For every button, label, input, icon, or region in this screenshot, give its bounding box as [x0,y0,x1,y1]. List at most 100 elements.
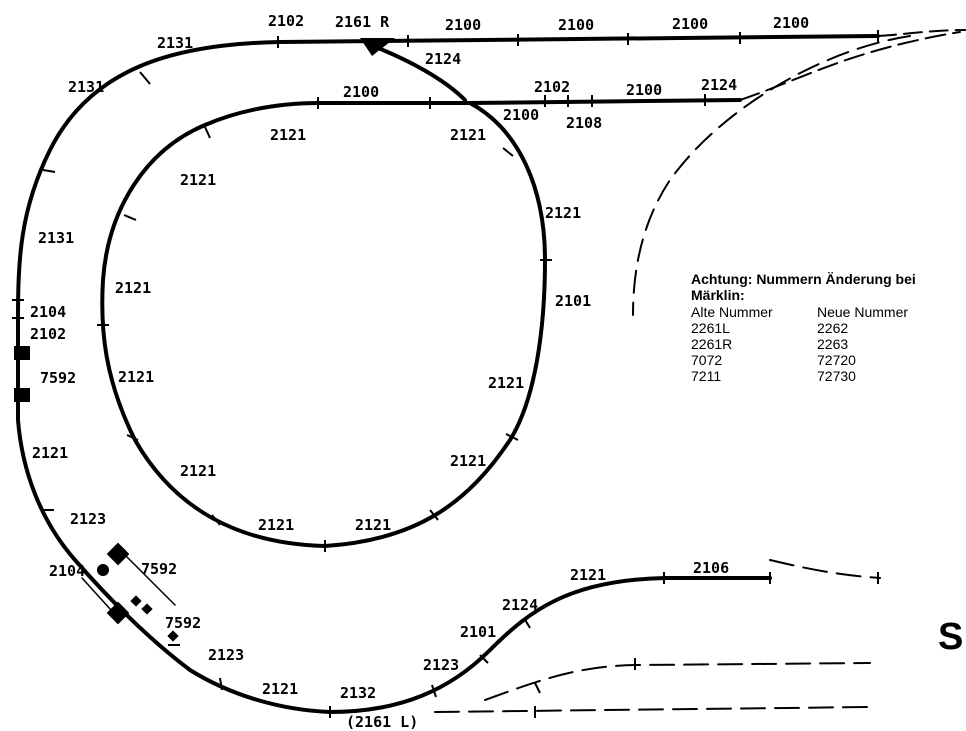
turnout-2104-marker [14,346,30,360]
track-part-label: 7592 [40,369,76,387]
signal-7592-b [106,601,130,625]
track-part-label: 2102 [30,325,66,343]
connecting-track-2124 [366,42,467,102]
track-part-label: 2124 [701,76,737,94]
track-part-label: 2121 [258,516,294,534]
track-part-label: 2121 [570,566,606,584]
joint [139,71,151,85]
joint [534,682,541,694]
track-part-label: 2100 [343,83,379,101]
track-part-label: 2131 [68,78,104,96]
table-row: 2261R 2263 [691,336,908,352]
old-number: 7211 [691,368,722,384]
upper-right-branch-2 [877,29,966,37]
lower-siding-2 [434,706,871,713]
signal-light-1 [130,595,142,607]
track-part-label: 2100 [503,106,539,124]
track-part-label: 2121 [545,204,581,222]
signal-light-2 [141,603,153,615]
old-number: 7072 [691,352,723,368]
joint [211,514,221,526]
new-number: 2262 [817,320,849,336]
track-part-label: 2101 [460,623,496,641]
track-part-label: 7592 [141,560,177,578]
track-part-label: 7592 [165,614,201,632]
col-old-header: Alte Nummer [691,304,773,320]
table-row: 7211 72730 [691,368,908,384]
col-new-header: Neue Nummer [817,304,909,320]
track-part-label: 2123 [208,646,244,664]
track-part-label: (2161 L) [346,713,418,731]
rail-joints [12,30,879,718]
track-part-label: 2123 [423,656,459,674]
track-part-label: 2121 [180,462,216,480]
track-part-label: 2121 [488,374,524,392]
joint [523,617,531,629]
turnout-2102-marker [14,388,30,402]
joint [429,509,439,521]
signal-7592-a [106,542,130,566]
track-part-label: 2102 [268,12,304,30]
joint [204,126,211,139]
joint [479,654,489,664]
lower-siding-1 [769,559,881,579]
track-part-label: 2123 [70,510,106,528]
old-number: 2261L [691,320,730,336]
joint [505,433,519,441]
track-part-label: 2124 [502,596,538,614]
new-number: 2263 [817,336,849,352]
track-part-label: 2104 [30,303,66,321]
track-part-label: 2132 [340,684,376,702]
new-number: 72720 [817,352,856,368]
note-heading: Achtung: Nummern Änderung bei [691,271,916,287]
joint [219,677,223,691]
track-part-label: 2100 [626,81,662,99]
table-header-row: Alte Nummer Neue Nummer [691,304,908,320]
track-part-label: 2104 [49,562,85,580]
signal-guide-2 [124,554,176,606]
signal-light-3 [167,630,179,642]
table-row: 7072 72720 [691,352,908,368]
edge-letter: S [938,616,964,658]
joint [126,434,139,441]
part-number-table: Alte Nummer Neue Nummer 2261L 2262 2261R… [691,304,908,384]
track-part-label: 2121 [180,171,216,189]
track-part-label: 2121 [450,452,486,470]
upper-right-branch [739,31,961,101]
track-part-label: 2108 [566,114,602,132]
track-part-label: 2121 [118,368,154,386]
track-part-label: 2131 [157,34,193,52]
table-row: 2261L 2262 [691,320,908,336]
joint [42,169,56,173]
track-part-label: 2100 [558,16,594,34]
track-part-label: 2100 [445,16,481,34]
track-part-label: 2124 [425,50,461,68]
track-part-label: 2100 [672,15,708,33]
inner-loop-track [100,101,547,548]
part-number-note: Achtung: Nummern Änderung bei Märklin: A… [691,271,966,384]
track-part-label: 2131 [38,229,74,247]
lower-siding-3 [484,662,871,701]
track-part-label: 2121 [355,516,391,534]
turnout-2104b-marker [97,564,109,576]
upper-right-branch-3 [632,35,911,316]
track-part-labels: 2131 2102 2161 R 2100 2100 2100 2100 2124 2131 21… [30,12,809,731]
turnout-2161R-marker [360,38,395,56]
joint [502,147,514,157]
switch-markers [14,38,395,642]
track-part-label: 2121 [450,126,486,144]
track-part-label: 2106 [693,559,729,577]
new-number: 72730 [817,368,856,384]
joint [123,214,137,221]
note-brand: Märklin: [691,287,745,303]
track-part-label: 2121 [32,444,68,462]
track-part-label: 2102 [534,78,570,96]
inner-straight-right [468,98,742,105]
track-part-label: 2101 [555,292,591,310]
track-part-label: 2121 [115,279,151,297]
track-part-label: 2100 [773,14,809,32]
old-number: 2261R [691,336,733,352]
track-part-label: 2121 [270,126,306,144]
joint [431,684,437,698]
